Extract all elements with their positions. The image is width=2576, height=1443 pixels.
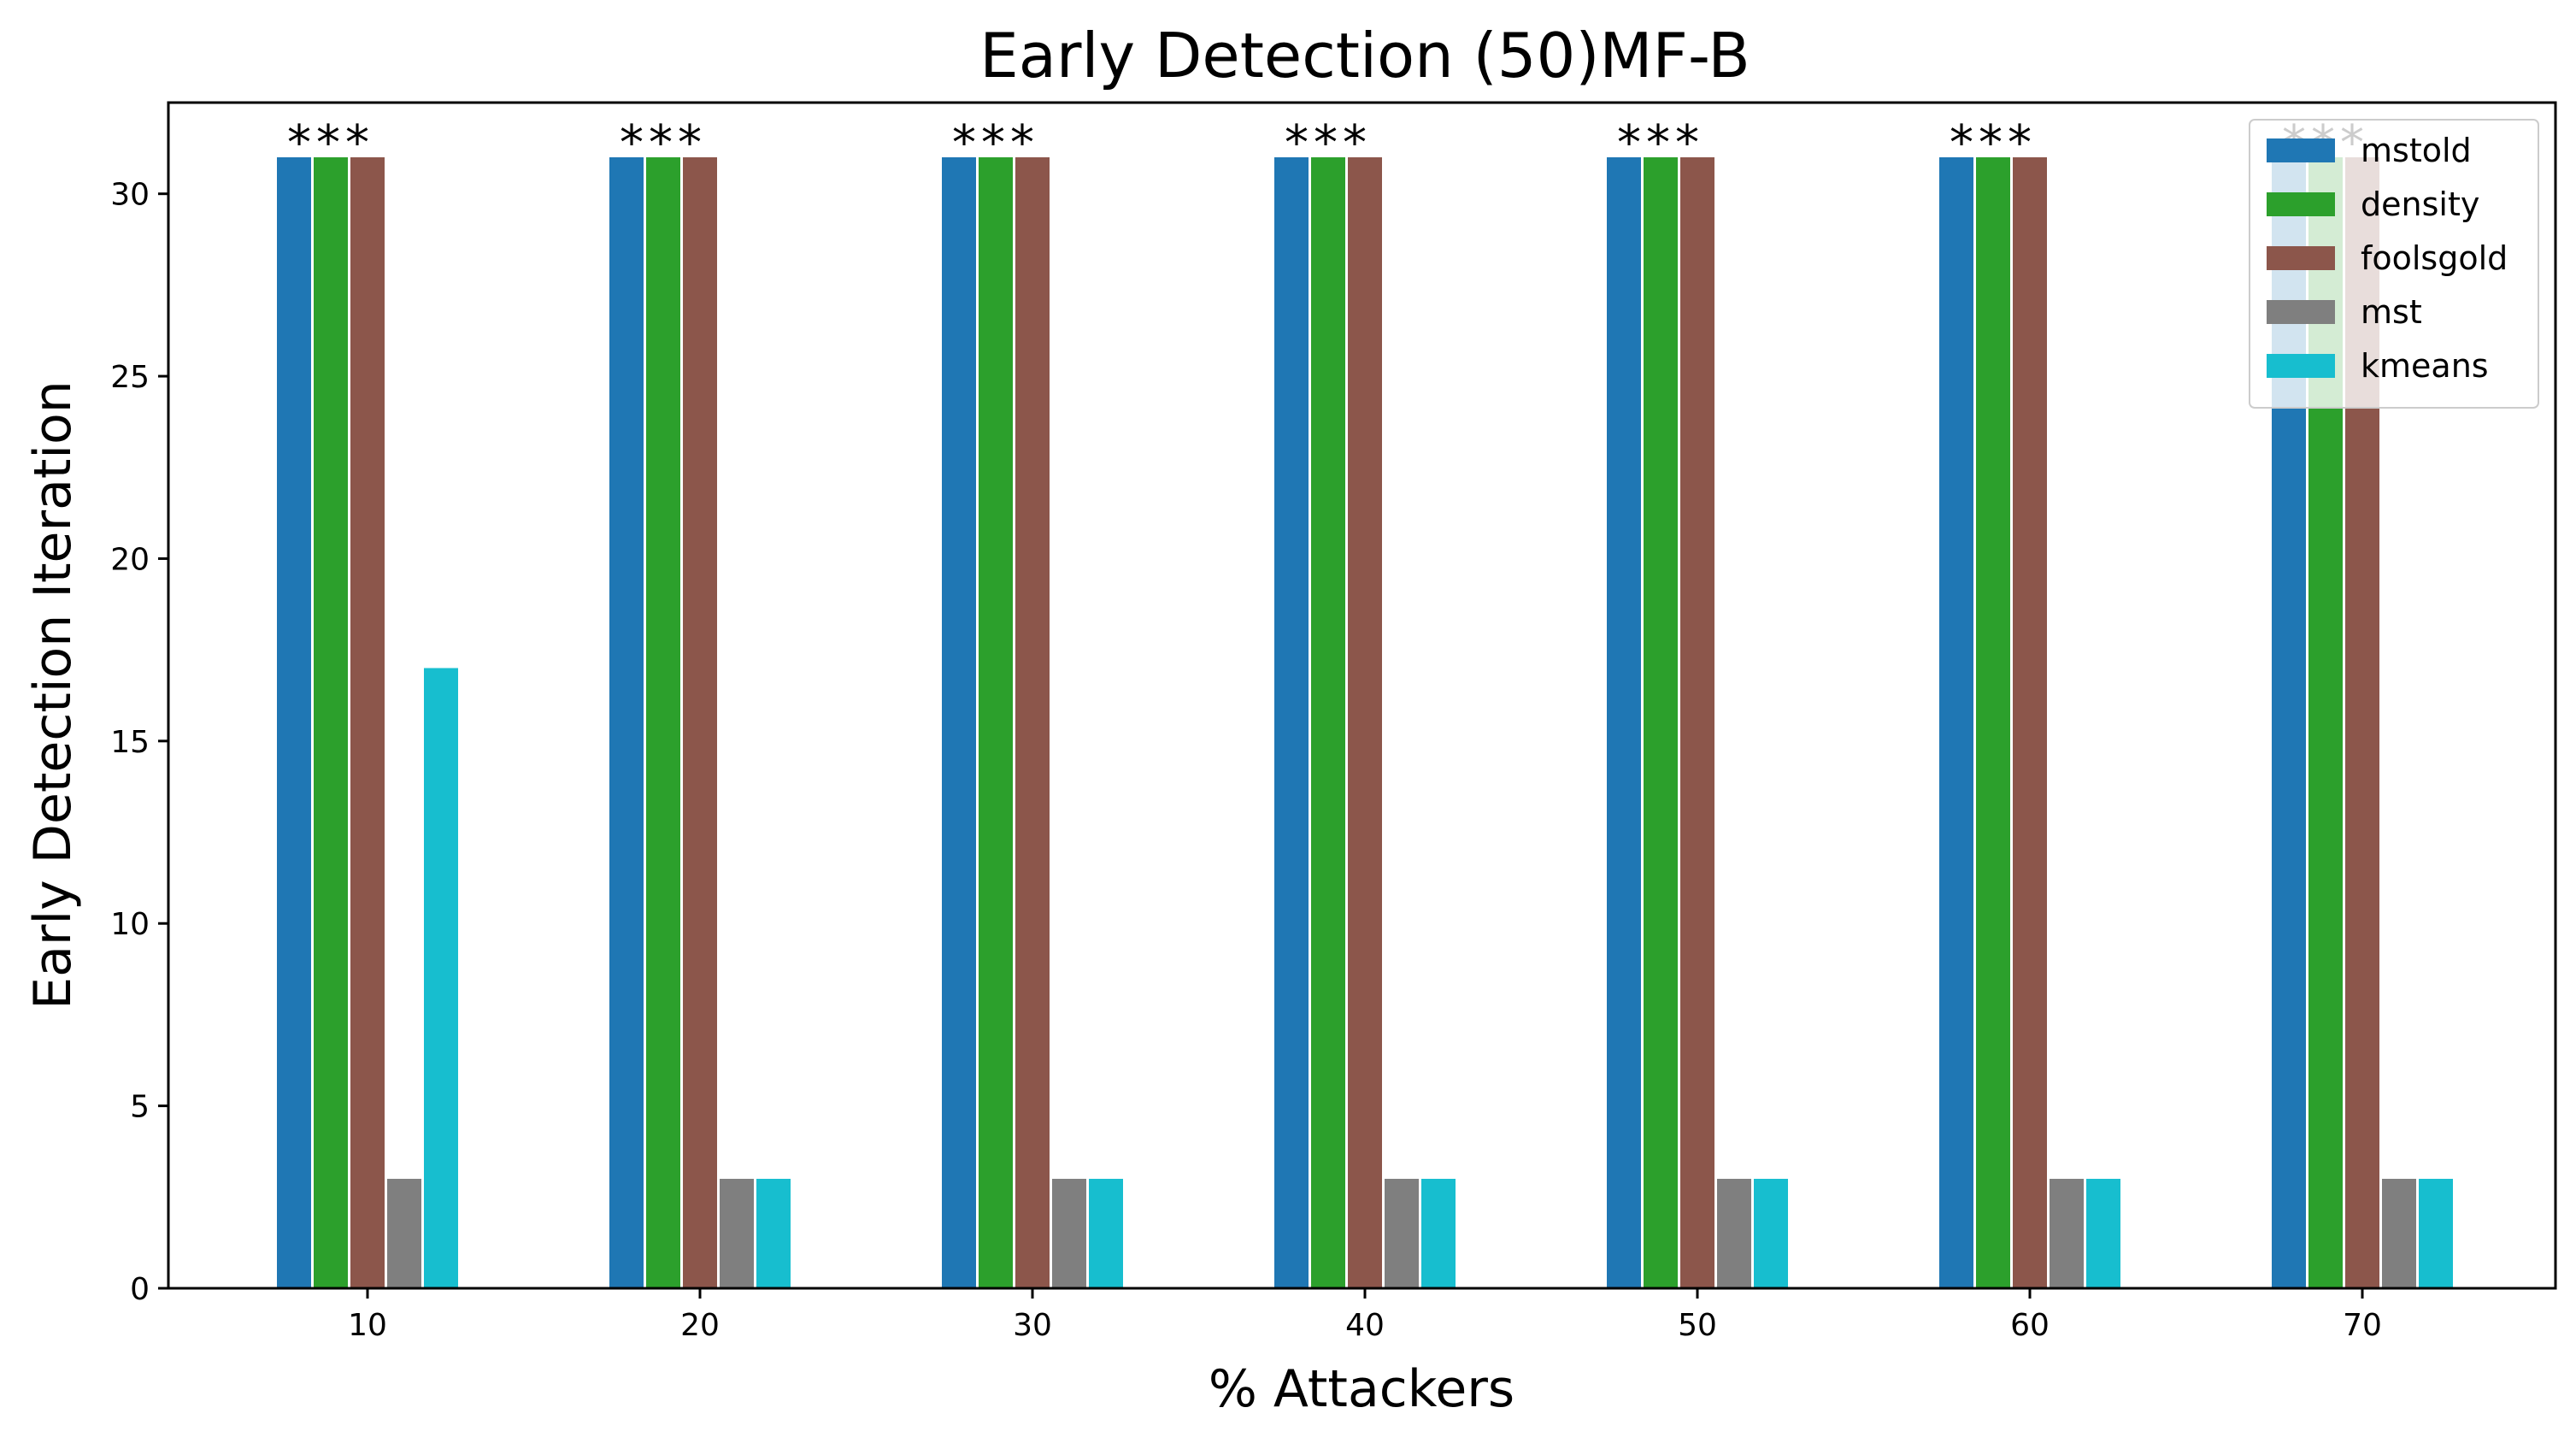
chart-title: Early Detection (50)MF-B <box>979 20 1750 91</box>
bar-mstold <box>942 157 976 1288</box>
y-tick-label: 20 <box>110 542 150 577</box>
significance-annotation: *** <box>287 115 374 171</box>
legend-swatch-foolsgold <box>2267 246 2335 270</box>
bar-mst <box>720 1178 754 1288</box>
significance-annotation: *** <box>1285 115 1372 171</box>
bar-mstold <box>1607 157 1641 1288</box>
significance-annotation: *** <box>1950 115 2037 171</box>
y-tick-label: 30 <box>110 178 150 213</box>
bar-mst <box>1717 1178 1751 1288</box>
y-tick-label: 15 <box>110 725 150 760</box>
legend-label-kmeans: kmeans <box>2361 347 2489 385</box>
x-tick-label: 70 <box>2343 1308 2382 1343</box>
y-tick-label: 10 <box>110 907 150 942</box>
x-tick-label: 50 <box>1678 1308 1717 1343</box>
bar-foolsgold <box>1680 157 1714 1288</box>
significance-annotation: *** <box>620 115 707 171</box>
y-tick-label: 25 <box>110 360 150 395</box>
legend-swatch-mst <box>2267 300 2335 324</box>
legend-swatch-kmeans <box>2267 354 2335 378</box>
bar-kmeans <box>424 668 458 1288</box>
bar-density <box>314 157 348 1288</box>
bar-mst <box>2050 1178 2084 1288</box>
bar-mst <box>1052 1178 1086 1288</box>
bar-foolsgold <box>1015 157 1050 1288</box>
plot-frame <box>167 101 2557 1290</box>
bar-foolsgold <box>2013 157 2047 1288</box>
legend-label-mstold: mstold <box>2361 132 2472 169</box>
significance-annotation: *** <box>952 115 1039 171</box>
bar-density <box>646 157 680 1288</box>
significance-annotation: *** <box>1617 115 1704 171</box>
bar-foolsgold <box>1348 157 1382 1288</box>
legend-swatch-mstold <box>2267 138 2335 162</box>
x-tick-label: 30 <box>1013 1308 1052 1343</box>
bar-density <box>1976 157 2010 1288</box>
legend-label-foolsgold: foolsgold <box>2361 239 2508 277</box>
bar-kmeans <box>2086 1178 2120 1288</box>
bar-mst <box>387 1178 421 1288</box>
legend-label-density: density <box>2361 186 2479 223</box>
x-tick-label: 20 <box>680 1308 720 1343</box>
legend-box <box>2249 119 2539 409</box>
bar-density <box>979 157 1013 1288</box>
bar-mstold <box>609 157 644 1288</box>
x-axis-label: % Attackers <box>1209 1359 1514 1419</box>
x-tick-label: 60 <box>2010 1308 2050 1343</box>
x-tick-label: 40 <box>1345 1308 1385 1343</box>
bar-mstold <box>1939 157 1973 1288</box>
legend: mstold density foolsgold mst kmeans <box>2249 119 2539 409</box>
bar-density <box>1644 157 1678 1288</box>
bar-foolsgold <box>350 157 385 1288</box>
legend-swatch-density <box>2267 192 2335 216</box>
bar-mstold <box>1274 157 1309 1288</box>
bar-foolsgold <box>683 157 717 1288</box>
bar-mstold <box>277 157 311 1288</box>
bar-mst <box>1385 1178 1419 1288</box>
bar-mst <box>2382 1178 2416 1288</box>
bar-kmeans <box>756 1178 791 1288</box>
bar-kmeans <box>1089 1178 1123 1288</box>
y-axis-label: Early Detection Iteration <box>23 380 83 1010</box>
bar-kmeans <box>1421 1178 1456 1288</box>
plot-area: 0 5 10 15 20 25 30 10 20 30 40 50 60 70 *** *** *** *** **… <box>110 115 2453 1343</box>
legend-label-mst: mst <box>2361 293 2422 331</box>
y-tick-label: 5 <box>130 1090 150 1125</box>
x-tick-label: 10 <box>348 1308 387 1343</box>
bar-density <box>1311 157 1345 1288</box>
bar-kmeans <box>2419 1178 2453 1288</box>
bar-kmeans <box>1754 1178 1788 1288</box>
y-tick-label: 0 <box>130 1272 150 1307</box>
